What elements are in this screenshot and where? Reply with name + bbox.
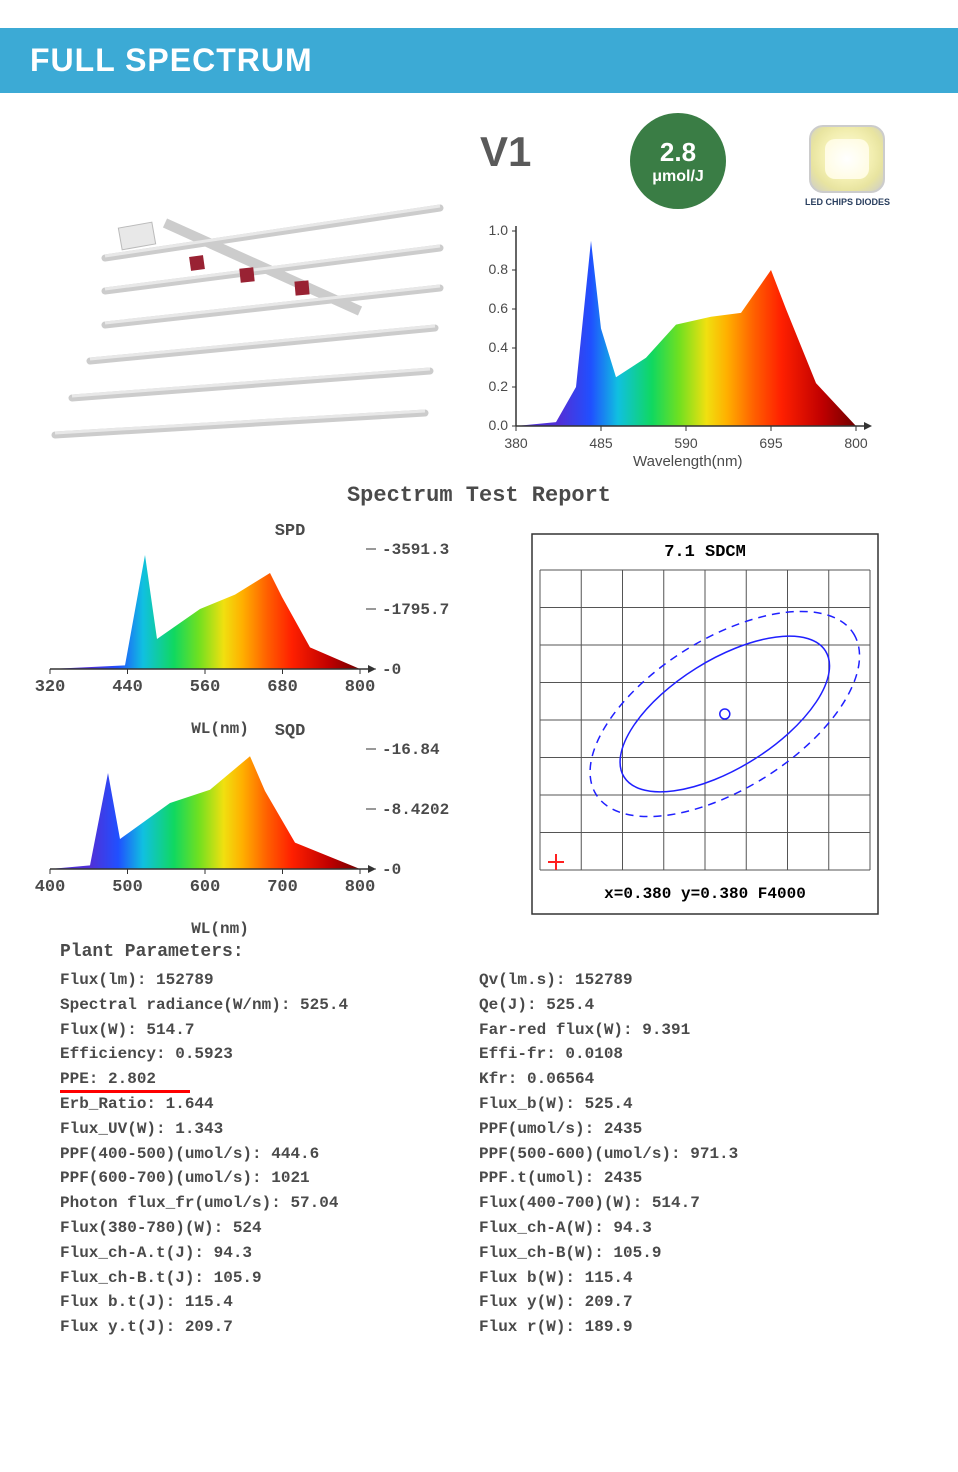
param-line: Flux_UV(W): 1.343 [60,1117,479,1142]
param-line: Qv(lm.s): 152789 [479,968,898,993]
v1-panel: V1 2.8 μmol/J LED CHIPS DIODES 1.0 0.8 0.6… [450,113,920,453]
svg-text:1.0: 1.0 [489,222,509,238]
param-line: Qe(J): 525.4 [479,993,898,1018]
param-line: Erb_Ratio: 1.644 [60,1092,479,1117]
svg-text:800: 800 [345,878,376,897]
svg-text:485: 485 [589,435,613,451]
param-line: Flux r(W): 189.9 [479,1315,898,1340]
left-charts: SPD-3591.3-1795.7-0320440560680800WL(nm)… [30,522,500,922]
sdcm-panel: 7.1 SDCM x=0.380 y=0.380 F4000 [500,522,920,922]
top-section: V1 2.8 μmol/J LED CHIPS DIODES 1.0 0.8 0.6… [0,113,958,453]
svg-text:800: 800 [844,435,868,451]
param-line: Flux_ch-A.t(J): 94.3 [60,1241,479,1266]
svg-text:800: 800 [345,678,376,697]
svg-text:400: 400 [35,878,66,897]
param-line: Flux(W): 514.7 [60,1018,479,1043]
svg-text:-3591.3: -3591.3 [382,541,449,559]
svg-text:-16.84: -16.84 [382,741,440,759]
svg-text:-8.4202: -8.4202 [382,801,449,819]
param-line: Kfr: 0.06564 [479,1067,898,1092]
param-line: Flux_ch-A(W): 94.3 [479,1216,898,1241]
led-chip-icon [809,125,885,193]
spd-chart: SPD-3591.3-1795.7-0320440560680800WL(nm) [30,522,490,722]
svg-text:-1795.7: -1795.7 [382,601,449,619]
param-line: Efficiency: 0.5923 [60,1042,479,1067]
svg-text:700: 700 [267,878,298,897]
svg-text:680: 680 [267,678,298,697]
svg-text:590: 590 [674,435,698,451]
param-line: Flux_b(W): 525.4 [479,1092,898,1117]
param-line: Flux b.t(J): 115.4 [60,1290,479,1315]
param-line: Far-red flux(W): 9.391 [479,1018,898,1043]
efficacy-badge: 2.8 μmol/J [630,113,726,209]
param-line: Flux(400-700)(W): 514.7 [479,1191,898,1216]
badge-value: 2.8 [660,137,696,168]
svg-text:0.4: 0.4 [489,339,509,355]
svg-text:7.1 SDCM: 7.1 SDCM [664,543,746,562]
svg-text:0.2: 0.2 [489,378,509,394]
param-line: PPF.t(umol): 2435 [479,1166,898,1191]
svg-text:380: 380 [504,435,528,451]
sdcm-chart: 7.1 SDCM x=0.380 y=0.380 F4000 [500,522,900,922]
svg-text:320: 320 [35,678,66,697]
param-line: PPF(umol/s): 2435 [479,1117,898,1142]
svg-text:695: 695 [759,435,783,451]
param-line: PPE: 2.802 [60,1067,479,1092]
param-line: Flux_ch-B(W): 105.9 [479,1241,898,1266]
led-chip-label: LED CHIPS DIODES [805,197,890,207]
param-line: Flux y(W): 209.7 [479,1290,898,1315]
param-line: Flux(380-780)(W): 524 [60,1216,479,1241]
param-line: Flux y.t(J): 209.7 [60,1315,479,1340]
param-line: Flux b(W): 115.4 [479,1266,898,1291]
svg-text:500: 500 [112,878,143,897]
svg-text:440: 440 [112,678,143,697]
section-title: FULL SPECTRUM [30,42,313,78]
section-header: FULL SPECTRUM [0,28,958,93]
v1-spectrum-chart: 1.00.80.60.40.20.0380485590695800Wavelen… [468,221,898,481]
param-line: PPF(600-700)(umol/s): 1021 [60,1166,479,1191]
svg-text:-0: -0 [382,861,401,879]
param-line: Flux_ch-B.t(J): 105.9 [60,1266,479,1291]
led-chip: LED CHIPS DIODES [805,125,890,207]
svg-text:600: 600 [190,878,221,897]
sqd-chart: SQD-16.84-8.4202-0400500600700800WL(nm) [30,722,490,922]
svg-text:x=0.380 y=0.380 F4000: x=0.380 y=0.380 F4000 [604,885,806,903]
svg-text:-0: -0 [382,661,401,679]
params-column-left: Flux(lm): 152789Spectral radiance(W/nm):… [60,968,479,1340]
svg-text:0.8: 0.8 [489,261,509,277]
param-line: PPF(400-500)(umol/s): 444.6 [60,1142,479,1167]
svg-text:0.0: 0.0 [489,417,509,433]
param-line: Flux(lm): 152789 [60,968,479,993]
v1-label: V1 [480,128,531,176]
badge-unit: μmol/J [652,168,704,186]
product-image [10,153,450,453]
params-column-right: Qv(lm.s): 152789Qe(J): 525.4Far-red flux… [479,968,898,1340]
svg-text:560: 560 [190,678,221,697]
params-title: Plant Parameters: [60,942,898,962]
report-title: Spectrum Test Report [0,483,958,508]
svg-text:0.6: 0.6 [489,300,509,316]
param-line: Photon flux_fr(umol/s): 57.04 [60,1191,479,1216]
param-line: Spectral radiance(W/nm): 525.4 [60,993,479,1018]
plant-parameters: Plant Parameters: Flux(lm): 152789Spectr… [0,942,958,1340]
param-line: Effi-fr: 0.0108 [479,1042,898,1067]
param-line: PPF(500-600)(umol/s): 971.3 [479,1142,898,1167]
report-row: SPD-3591.3-1795.7-0320440560680800WL(nm)… [0,522,958,922]
